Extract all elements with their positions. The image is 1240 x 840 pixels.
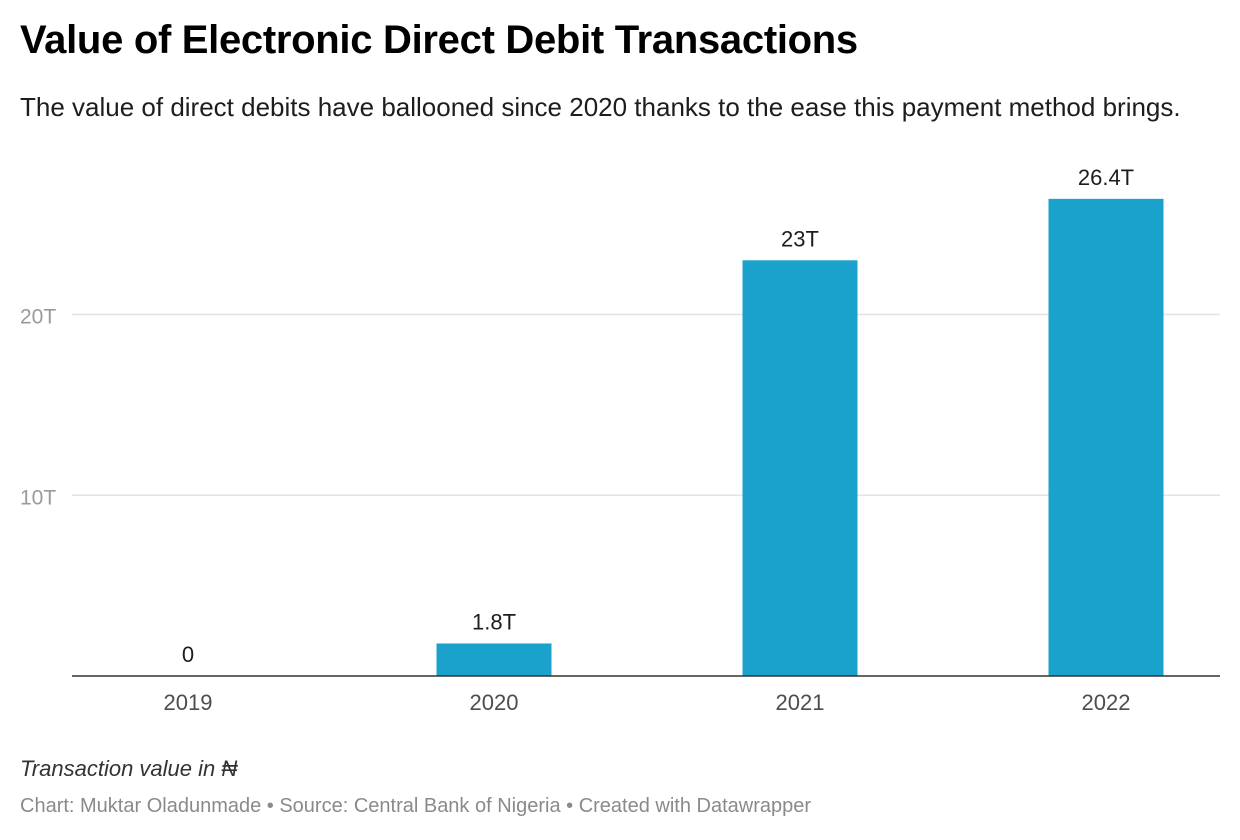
chart-title: Value of Electronic Direct Debit Transac… xyxy=(20,18,858,62)
gridlines: 10T 20T xyxy=(20,306,1220,509)
data-labels: 0 1.8T 23T 26.4T xyxy=(182,165,1134,667)
source-byline: Chart: Muktar Oladunmade • Source: Centr… xyxy=(20,795,812,817)
bar-2022 xyxy=(1048,198,1164,676)
bar-2020 xyxy=(436,643,552,676)
y-tick-label: 10T xyxy=(20,486,56,509)
bars xyxy=(436,198,1164,676)
x-axis-ticks: 2019 2020 2021 2022 xyxy=(164,690,1131,715)
x-tick-label-2019: 2019 xyxy=(164,690,213,715)
data-label-2022: 26.4T xyxy=(1078,165,1134,190)
data-label-2020: 1.8T xyxy=(472,609,516,634)
data-label-2019: 0 xyxy=(182,642,194,667)
x-tick-label-2021: 2021 xyxy=(776,690,825,715)
bar-2021 xyxy=(742,260,858,676)
data-label-2021: 23T xyxy=(781,226,819,251)
chart-subtitle: The value of direct debits have balloone… xyxy=(20,92,1181,122)
x-tick-label-2022: 2022 xyxy=(1082,690,1131,715)
y-tick-label: 20T xyxy=(20,306,56,329)
axis-note: Transaction value in ₦ xyxy=(20,756,238,781)
x-tick-label-2020: 2020 xyxy=(470,690,519,715)
